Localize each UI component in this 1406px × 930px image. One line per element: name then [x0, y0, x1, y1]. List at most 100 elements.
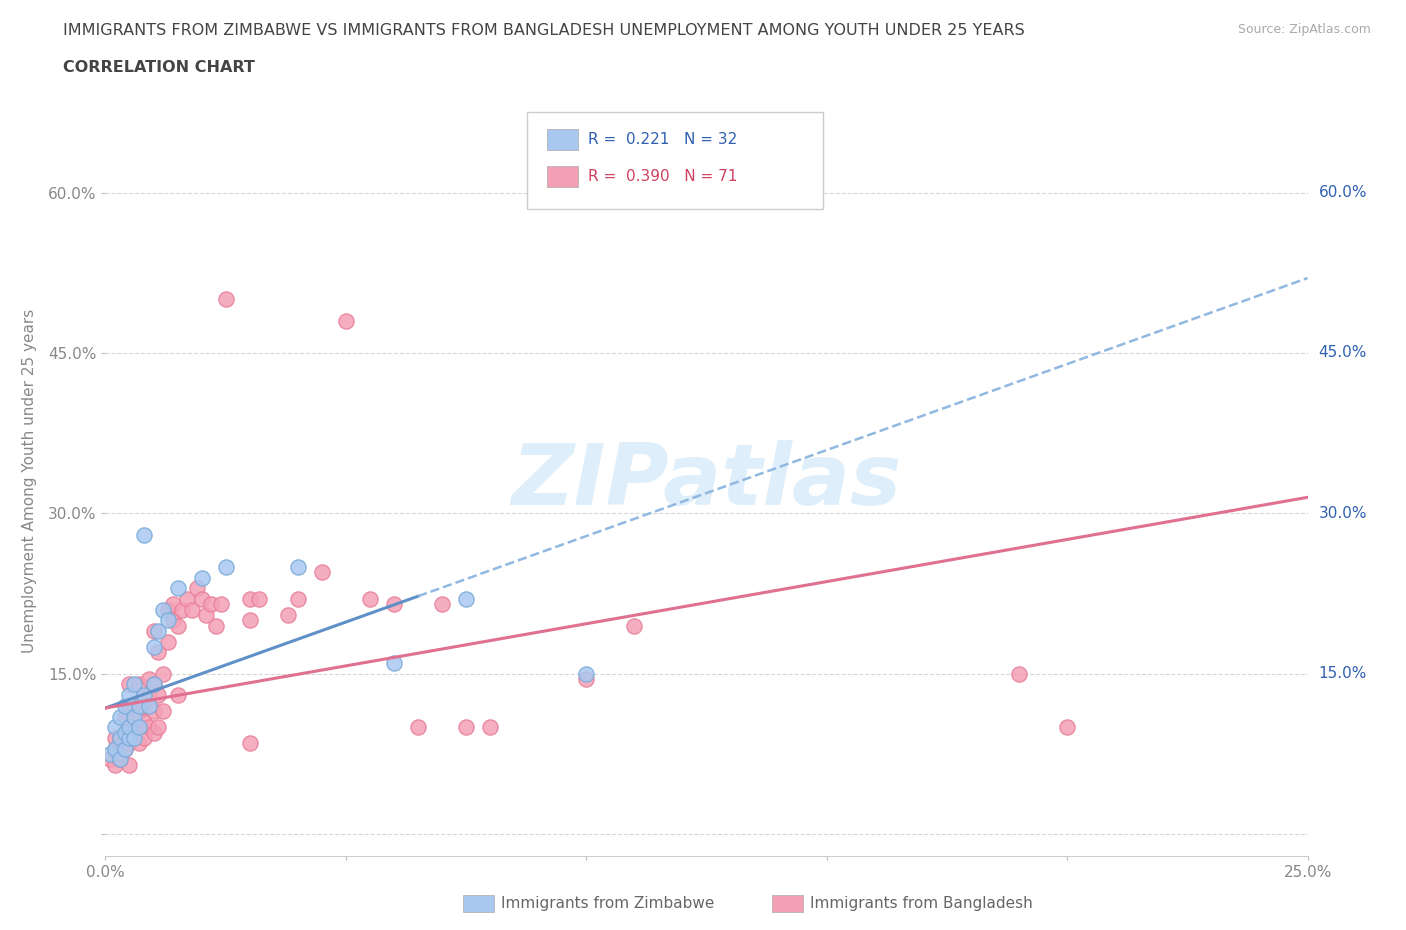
Text: 15.0%: 15.0%: [1319, 666, 1367, 682]
Point: [114, 741, 136, 756]
Point: [118, 688, 141, 703]
Point: [623, 618, 645, 633]
Point: [132, 714, 155, 729]
Point: [118, 757, 141, 772]
Point: [124, 710, 146, 724]
Point: [108, 751, 131, 766]
Point: [382, 656, 405, 671]
Point: [124, 731, 146, 746]
Point: [152, 603, 174, 618]
Text: ZIPatlas: ZIPatlas: [512, 440, 901, 523]
Point: [1056, 720, 1078, 735]
Point: [128, 736, 150, 751]
Point: [166, 688, 188, 703]
Text: 60.0%: 60.0%: [1319, 185, 1367, 200]
Point: [575, 667, 598, 682]
Point: [456, 591, 478, 606]
Point: [98, 747, 121, 762]
Point: [118, 698, 141, 713]
Point: [128, 677, 150, 692]
Point: [142, 640, 165, 655]
Point: [118, 677, 141, 692]
Point: [104, 720, 127, 735]
Point: [479, 720, 502, 735]
Point: [214, 292, 236, 307]
Point: [239, 736, 262, 751]
Point: [205, 618, 228, 633]
Point: [142, 677, 165, 692]
Point: [132, 698, 155, 713]
Text: Immigrants from Zimbabwe: Immigrants from Zimbabwe: [501, 897, 714, 911]
Point: [108, 710, 131, 724]
Point: [190, 591, 212, 606]
Point: [104, 741, 127, 756]
Point: [575, 671, 598, 686]
Point: [132, 527, 155, 542]
Text: Source: ZipAtlas.com: Source: ZipAtlas.com: [1237, 23, 1371, 36]
Point: [108, 747, 131, 762]
Point: [138, 698, 160, 713]
Point: [166, 618, 188, 633]
Point: [114, 710, 136, 724]
Point: [124, 720, 146, 735]
Point: [142, 677, 165, 692]
Point: [152, 704, 174, 719]
Point: [142, 624, 165, 639]
Point: [156, 613, 179, 628]
Point: [287, 591, 309, 606]
Point: [152, 667, 174, 682]
Point: [124, 677, 146, 692]
Point: [114, 741, 136, 756]
Point: [200, 597, 222, 612]
Point: [148, 624, 170, 639]
Point: [162, 597, 184, 612]
Point: [190, 570, 212, 585]
Point: [142, 725, 165, 740]
Point: [162, 613, 184, 628]
Point: [118, 731, 141, 746]
Point: [277, 607, 299, 622]
Point: [118, 720, 141, 735]
Point: [108, 731, 131, 746]
Text: R =  0.221   N = 32: R = 0.221 N = 32: [588, 132, 737, 147]
Point: [114, 698, 136, 713]
Point: [195, 607, 218, 622]
Point: [128, 698, 150, 713]
Text: Immigrants from Bangladesh: Immigrants from Bangladesh: [810, 897, 1032, 911]
Point: [108, 751, 131, 766]
Point: [176, 591, 198, 606]
Point: [214, 560, 236, 575]
Point: [247, 591, 270, 606]
Point: [138, 720, 160, 735]
Point: [104, 741, 127, 756]
Point: [382, 597, 405, 612]
Point: [186, 580, 208, 596]
Point: [128, 720, 150, 735]
Point: [148, 720, 170, 735]
Point: [1008, 667, 1031, 682]
Point: [148, 688, 170, 703]
Point: [104, 757, 127, 772]
Point: [138, 671, 160, 686]
Point: [181, 603, 204, 618]
Point: [118, 720, 141, 735]
Point: [124, 698, 146, 713]
Point: [132, 731, 155, 746]
Point: [311, 565, 333, 579]
Point: [335, 313, 357, 328]
Point: [142, 704, 165, 719]
Text: CORRELATION CHART: CORRELATION CHART: [63, 60, 254, 75]
Point: [128, 704, 150, 719]
Point: [430, 597, 453, 612]
Point: [156, 603, 179, 618]
Point: [124, 731, 146, 746]
Text: R =  0.390   N = 71: R = 0.390 N = 71: [588, 169, 737, 184]
Point: [128, 720, 150, 735]
Point: [239, 591, 262, 606]
Point: [132, 688, 155, 703]
Point: [148, 645, 170, 660]
Point: [456, 720, 478, 735]
Point: [114, 725, 136, 740]
Point: [287, 560, 309, 575]
Point: [166, 580, 188, 596]
